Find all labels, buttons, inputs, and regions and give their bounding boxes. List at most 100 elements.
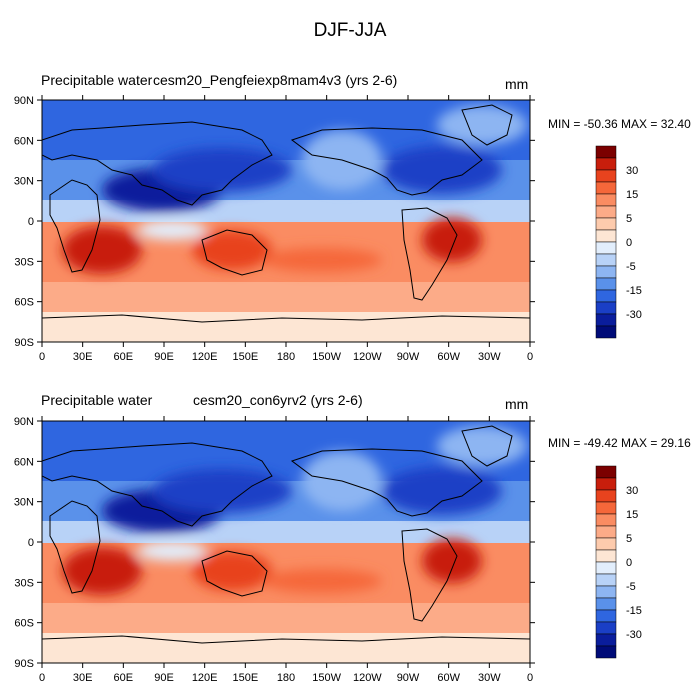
colorbar-segment bbox=[595, 609, 617, 623]
colorbar-segment bbox=[595, 489, 617, 503]
colorbar-segment bbox=[595, 289, 617, 303]
x-tick-label: 120E bbox=[192, 672, 218, 684]
y-tick-label: 90S bbox=[14, 658, 34, 670]
coastline-path bbox=[201, 229, 268, 276]
field-blob bbox=[422, 218, 482, 262]
colorbar-label: -5 bbox=[626, 581, 636, 593]
panel-2-case-label: cesm20_con6yrv2 (yrs 2-6) bbox=[193, 392, 363, 408]
panel-1-case-label: cesm20_Pengfeiexp8mam4v3 (yrs 2-6) bbox=[153, 72, 398, 88]
colorbar-segment bbox=[595, 501, 617, 515]
colorbar-segment bbox=[595, 477, 617, 491]
panel-1-coastlines bbox=[42, 104, 530, 323]
x-tick-label: 0 bbox=[527, 351, 533, 363]
field-blob bbox=[382, 146, 502, 194]
x-tick-label: 90W bbox=[397, 351, 420, 363]
field-band-south bbox=[42, 603, 530, 633]
y-tick-label: 0 bbox=[28, 537, 34, 549]
colorbar-segment bbox=[595, 145, 617, 159]
coastline-path bbox=[290, 127, 483, 196]
colorbar-label: 0 bbox=[626, 237, 632, 249]
x-tick-label: 60E bbox=[114, 672, 134, 684]
panel-1-axis-ticks: 0 30E 60E 90E 120E 150E 180 150W 120W 90W 60W 30W 09… bbox=[14, 95, 535, 363]
x-tick-label: 60W bbox=[437, 351, 460, 363]
y-tick-label: 30N bbox=[14, 497, 34, 509]
x-tick-label: 180 bbox=[277, 351, 295, 363]
coastline-path bbox=[49, 179, 101, 273]
x-tick-label: 0 bbox=[39, 351, 45, 363]
x-tick-label: 90E bbox=[154, 351, 174, 363]
coastline-path bbox=[42, 121, 273, 206]
field-blob bbox=[262, 248, 382, 272]
colorbar-segment bbox=[595, 169, 617, 183]
colorbar-segment bbox=[595, 253, 617, 267]
colorbar-1: 30 15 5 0 -5 -15 -30 bbox=[595, 145, 642, 339]
field-blob bbox=[62, 226, 142, 274]
colorbar-label: -15 bbox=[626, 605, 642, 617]
y-tick-label: 60N bbox=[14, 135, 34, 147]
coastline-path bbox=[461, 425, 513, 467]
y-tick-label: 30S bbox=[14, 256, 34, 268]
map-panel-1 bbox=[42, 100, 530, 342]
x-tick-label: 90W bbox=[397, 672, 420, 684]
colorbar-segment bbox=[595, 193, 617, 207]
colorbar-segment bbox=[595, 229, 617, 243]
x-tick-label: 0 bbox=[39, 672, 45, 684]
y-tick-label: 60N bbox=[14, 456, 34, 468]
x-tick-label: 30W bbox=[478, 672, 501, 684]
panel-2-minmax: MIN = -49.42 MAX = 29.16 bbox=[548, 436, 691, 450]
field-blob bbox=[437, 426, 527, 466]
y-tick-label: 90N bbox=[14, 95, 34, 107]
x-tick-label: 180 bbox=[277, 672, 295, 684]
colorbar-segment bbox=[595, 325, 617, 339]
x-tick-label: 150E bbox=[232, 672, 258, 684]
field-blob bbox=[152, 148, 292, 192]
coastline-path bbox=[290, 448, 483, 517]
coastline-path bbox=[49, 500, 101, 594]
field-blob bbox=[137, 220, 207, 240]
x-tick-label: 0 bbox=[527, 672, 533, 684]
field-band-south bbox=[42, 282, 530, 312]
colorbar-segment bbox=[595, 633, 617, 647]
x-tick-label: 60E bbox=[114, 351, 134, 363]
x-tick-label: 150E bbox=[232, 351, 258, 363]
field-band-antarctic bbox=[42, 633, 530, 663]
coastline-path bbox=[42, 635, 530, 644]
colorbar-segment bbox=[595, 301, 617, 315]
colorbar-segment bbox=[595, 645, 617, 659]
coastline-path bbox=[401, 528, 458, 622]
colorbar-segment bbox=[595, 181, 617, 195]
field-blob bbox=[422, 539, 482, 583]
y-tick-label: 30S bbox=[14, 577, 34, 589]
panel-2-units-label: mm bbox=[505, 396, 529, 412]
colorbar-label: 30 bbox=[626, 165, 638, 177]
colorbar-segment bbox=[595, 561, 617, 575]
x-tick-label: 30W bbox=[478, 351, 501, 363]
colorbar-segment bbox=[595, 205, 617, 219]
coastline-path bbox=[42, 314, 530, 323]
coastline-path bbox=[201, 550, 268, 597]
colorbar-segment bbox=[595, 265, 617, 279]
colorbar-2: 30 15 5 0 -5 -15 -30 bbox=[595, 465, 642, 659]
colorbar-segment bbox=[595, 465, 617, 479]
panel-2-axis-ticks: 0 30E 60E 90E 120E 150E 180 150W 120W 90W 60W 30W 09… bbox=[14, 416, 535, 684]
colorbar-segment bbox=[595, 585, 617, 599]
colorbar-label: -5 bbox=[626, 261, 636, 273]
x-tick-label: 90E bbox=[154, 672, 174, 684]
field-band-antarctic bbox=[42, 312, 530, 342]
field-blob bbox=[62, 547, 142, 595]
colorbar-segment bbox=[595, 513, 617, 527]
panel-1-units-label: mm bbox=[505, 76, 529, 92]
colorbar-label: 5 bbox=[626, 213, 632, 225]
colorbar-segment bbox=[595, 277, 617, 291]
colorbar-segment bbox=[595, 537, 617, 551]
colorbar-segment bbox=[595, 313, 617, 327]
colorbar-segment bbox=[595, 573, 617, 587]
colorbar-segment bbox=[595, 597, 617, 611]
colorbar-segment bbox=[595, 217, 617, 231]
field-blob bbox=[192, 551, 272, 591]
x-tick-label: 60W bbox=[437, 672, 460, 684]
y-tick-label: 60S bbox=[14, 297, 34, 309]
x-tick-label: 150W bbox=[312, 672, 341, 684]
field-blob bbox=[137, 541, 207, 561]
